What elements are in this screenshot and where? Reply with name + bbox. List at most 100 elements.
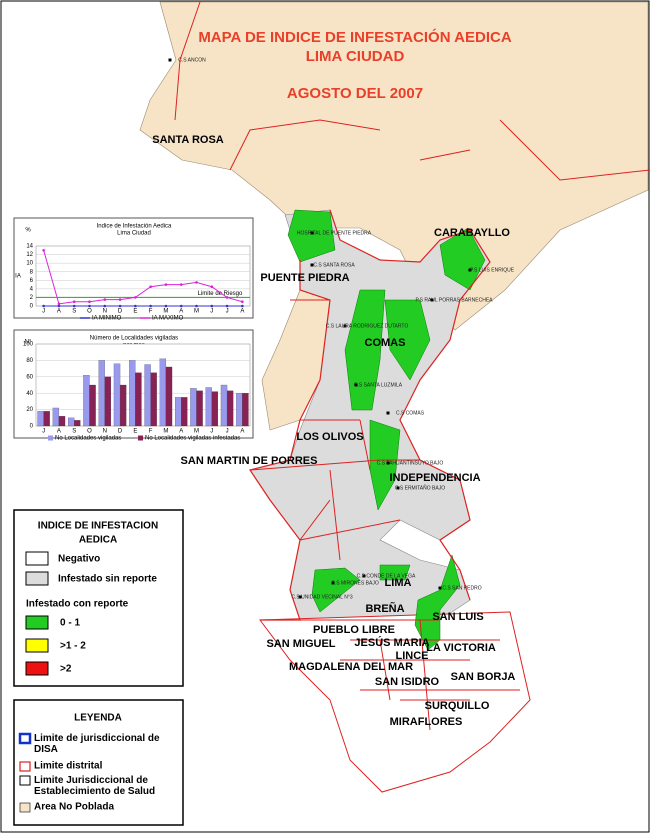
bar xyxy=(37,411,44,427)
bar xyxy=(196,390,203,427)
district-label: SAN ISIDRO xyxy=(375,676,440,688)
facility-marker xyxy=(310,263,314,267)
facility-marker xyxy=(386,461,390,465)
infested-zone xyxy=(287,209,486,651)
legend-label: >1 - 2 xyxy=(60,641,86,652)
legend-label: IA MAXIMO xyxy=(152,316,184,322)
data-point xyxy=(179,283,183,286)
legend-title: INDICE DE INFESTACION xyxy=(38,521,158,532)
bar xyxy=(43,411,50,427)
reference-label: Limite de Riesgo xyxy=(198,291,243,297)
data-point xyxy=(134,296,137,299)
map-title: LIMA CIUDAD xyxy=(306,48,405,65)
facility-label: C.S SAN PEDRO xyxy=(442,585,481,591)
facility-label: C.S MIRONES BAJO xyxy=(331,580,379,586)
legend-swatch xyxy=(48,435,53,441)
x-tick-label: S xyxy=(72,429,76,435)
x-tick-label: A xyxy=(240,309,244,315)
district-label: JESÚS MARIA xyxy=(354,636,429,649)
y-tick-label: 80 xyxy=(26,358,33,364)
x-tick-label: A xyxy=(57,309,61,315)
district-label: LINCE xyxy=(396,650,429,662)
legend-label: No Localidades vigiladas infestadas xyxy=(145,436,240,442)
data-point xyxy=(57,302,61,306)
x-tick-label: A xyxy=(57,429,61,435)
bar xyxy=(129,360,136,427)
data-point xyxy=(57,304,61,308)
data-point xyxy=(241,300,244,304)
data-point xyxy=(103,298,107,301)
bar xyxy=(58,416,66,427)
x-tick-label: E xyxy=(133,309,137,315)
data-point xyxy=(164,283,168,286)
x-tick-label: E xyxy=(133,429,137,435)
legend-swatch xyxy=(25,551,49,566)
data-point xyxy=(179,304,183,308)
legend-label: Limite Jurisdiccional de Establecimiento … xyxy=(34,775,155,797)
y-axis-title: % xyxy=(25,228,31,234)
bar xyxy=(165,366,173,427)
x-tick-label: A xyxy=(179,429,183,435)
legend-label: Limite distrital xyxy=(34,761,103,772)
legend-label: >2 xyxy=(60,664,72,675)
district-label: MIRAFLORES xyxy=(390,716,463,728)
data-point xyxy=(149,285,152,289)
facility-label: C.S LAURA RODRIGUEZ DUTARTO xyxy=(326,323,409,329)
district-label: LOS OLIVOS xyxy=(296,431,363,443)
legend-title: LEYENDA xyxy=(74,713,122,724)
bar xyxy=(119,384,127,427)
y-tick-label: 2 xyxy=(30,295,34,301)
data-point xyxy=(42,248,45,252)
bar xyxy=(211,391,219,427)
x-tick-label: M xyxy=(163,309,168,315)
x-tick-label: N xyxy=(103,429,107,435)
plot-area xyxy=(35,245,251,307)
facility-label: C.S COMAS xyxy=(396,410,425,416)
legend-swatch xyxy=(25,571,49,586)
district-boundary xyxy=(249,299,520,731)
facility-marker xyxy=(396,486,400,490)
legend-title: AEDICA xyxy=(79,535,117,546)
x-tick-label: D xyxy=(118,309,123,315)
x-tick-label: N xyxy=(103,309,107,315)
district-label: SAN LUIS xyxy=(432,611,483,623)
facility-marker xyxy=(362,574,366,578)
data-point xyxy=(195,281,198,284)
district-label: MAGDALENA DEL MAR xyxy=(289,661,413,673)
district-area xyxy=(259,611,531,793)
legend-frame xyxy=(13,699,184,826)
facility-label: HOSPITAL DE PUENTE PIEDRA xyxy=(297,230,372,236)
district-boundary xyxy=(249,209,491,621)
chart-title: Número de Localidades vigiladas xyxy=(90,336,178,342)
data-point xyxy=(149,304,152,308)
district-label: INDEPENDENCIA xyxy=(389,472,480,484)
legend-frame xyxy=(13,509,184,687)
y-tick-label: 60 xyxy=(26,374,33,380)
data-point xyxy=(134,304,137,308)
legend-swatch xyxy=(25,638,49,653)
y-tick-label: 10 xyxy=(26,261,33,267)
legend-swatch xyxy=(25,661,49,676)
legend-label: Negativo xyxy=(58,554,100,565)
x-tick-label: O xyxy=(87,429,92,435)
legend-swatch xyxy=(138,435,143,441)
facility-label: C.S ANCON xyxy=(178,57,206,63)
data-point xyxy=(225,304,229,308)
y-tick-label: 6 xyxy=(30,278,34,284)
bar xyxy=(83,375,90,427)
bar xyxy=(205,387,212,427)
x-tick-label: J xyxy=(42,429,45,435)
legend-swatch xyxy=(25,615,49,630)
bar xyxy=(135,372,142,427)
x-tick-label: J xyxy=(226,309,229,315)
facility-marker xyxy=(331,581,335,585)
bar xyxy=(175,397,182,427)
y-tick-label: 20 xyxy=(26,407,33,413)
facility-marker xyxy=(168,58,172,62)
x-tick-label: J xyxy=(226,429,229,435)
facility-label: C.S CONDE DE LA VEGA xyxy=(357,573,416,579)
bar xyxy=(104,376,111,427)
bar xyxy=(67,417,75,427)
